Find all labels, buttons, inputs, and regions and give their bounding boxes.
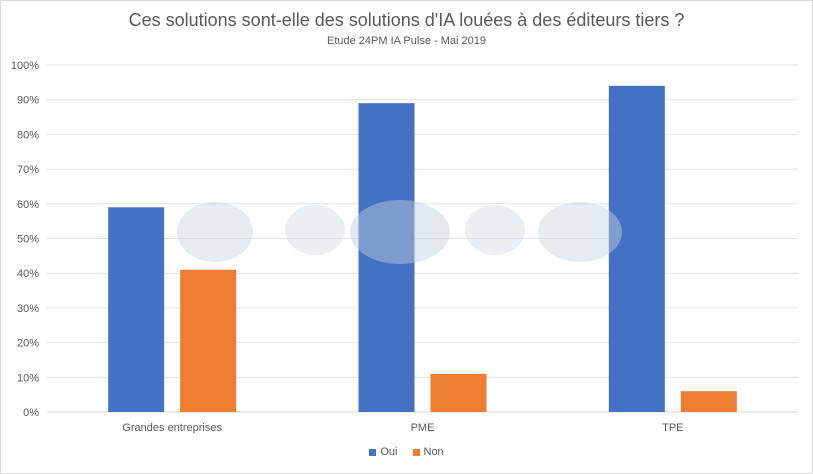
- bar-non-2: [680, 391, 737, 412]
- x-category-label: TPE: [662, 422, 683, 434]
- y-tick-label: 50%: [17, 234, 39, 246]
- y-tick-label: 90%: [17, 95, 39, 107]
- bar-oui-0: [108, 207, 165, 412]
- bar-oui-2: [608, 85, 665, 412]
- chart-title: Ces solutions sont-elle des solutions d'…: [128, 10, 685, 30]
- bar-non-0: [180, 269, 237, 412]
- legend-swatch-oui: [369, 448, 377, 456]
- legend-item-non: Non: [412, 446, 444, 458]
- y-tick-label: 100%: [11, 60, 39, 72]
- y-tick-label: 80%: [17, 129, 39, 141]
- y-tick-label: 70%: [17, 164, 39, 176]
- chart-subtitle: Etude 24PM IA Pulse - Mai 2019: [327, 35, 486, 47]
- legend-swatch-non: [412, 448, 420, 456]
- legend-item-oui: Oui: [369, 446, 397, 458]
- y-tick-label: 60%: [17, 199, 39, 211]
- y-tick-label: 40%: [17, 268, 39, 280]
- y-tick-label: 10%: [17, 372, 39, 384]
- bar-oui-1: [358, 103, 415, 413]
- bar-non-1: [430, 373, 487, 412]
- x-category-label: PME: [411, 422, 435, 434]
- x-category-label: Grandes entreprises: [122, 422, 222, 434]
- chart-legend: Oui Non: [0, 446, 813, 459]
- y-tick-label: 20%: [17, 338, 39, 350]
- legend-label-non: Non: [423, 446, 444, 458]
- y-tick-label: 0%: [23, 407, 39, 419]
- legend-label-oui: Oui: [380, 446, 398, 458]
- y-tick-label: 30%: [17, 303, 39, 315]
